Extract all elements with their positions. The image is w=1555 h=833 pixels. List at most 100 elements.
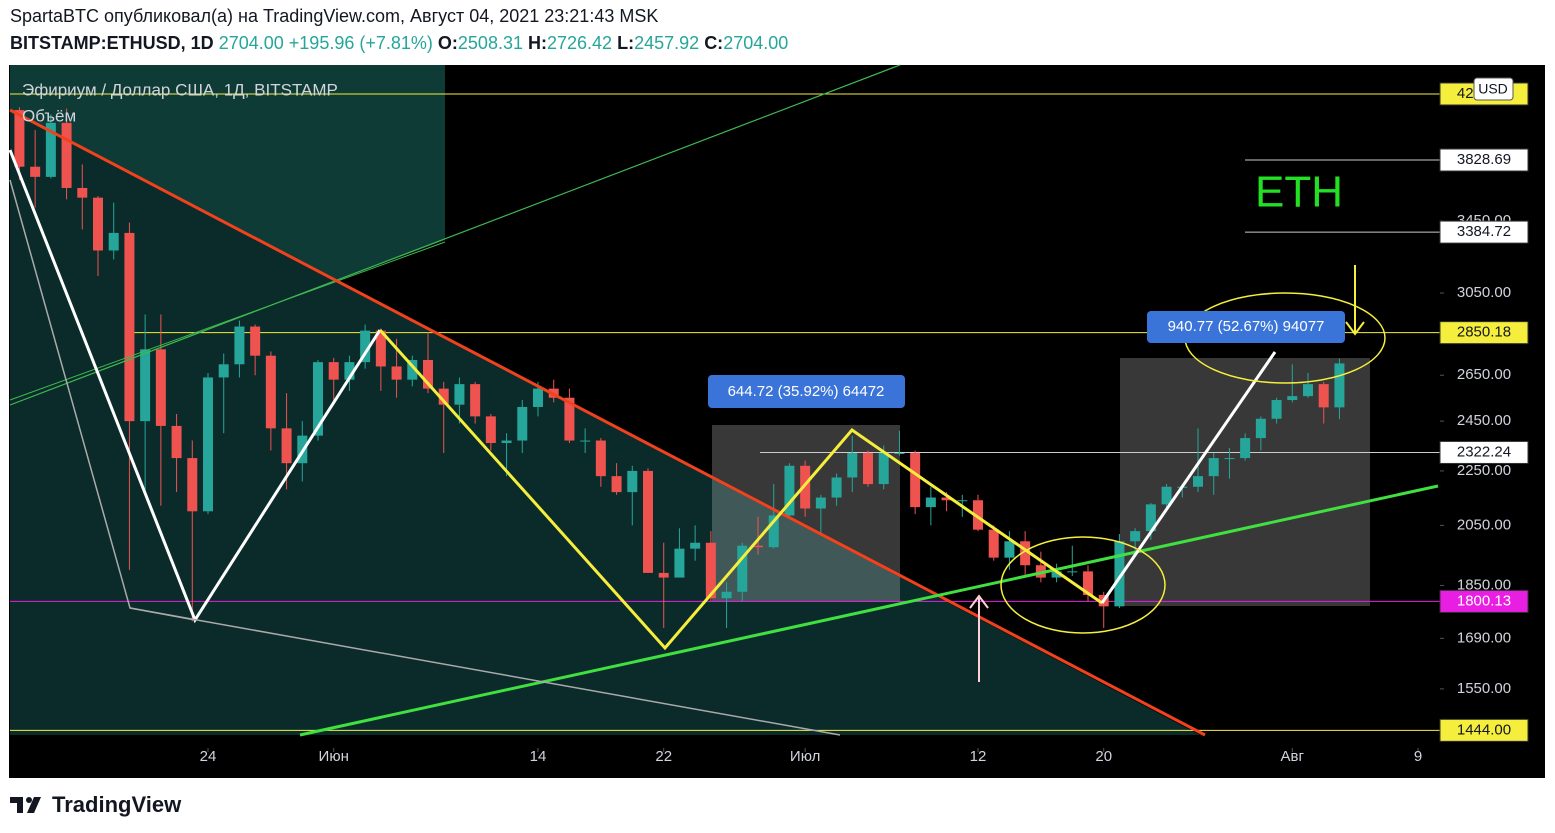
candle-body: [360, 330, 371, 363]
candle-body: [470, 384, 481, 417]
last-price: 2704.00: [218, 33, 284, 53]
low-value: 2457.92: [634, 33, 700, 53]
symbol: BITSTAMP:ETHUSD, 1D: [10, 33, 214, 53]
price-label: 2322.24: [1457, 443, 1511, 460]
channel-line: [9, 241, 446, 401]
candle-body: [1240, 438, 1251, 459]
candle-body: [1051, 571, 1062, 578]
candle-body: [281, 428, 292, 464]
y-tick-label: 2450.00: [1457, 412, 1511, 429]
zigzag: [378, 328, 1103, 651]
measure-label-bg: [708, 375, 905, 408]
wedge-line: [129, 607, 841, 736]
price-label: 3384.72: [1457, 223, 1511, 240]
price-label-bg: [1439, 148, 1529, 172]
y-tick-label: 2650.00: [1457, 366, 1511, 383]
candle-body: [941, 497, 952, 501]
arrow: [969, 594, 989, 609]
candle-body: [171, 425, 182, 459]
candle-body: [768, 515, 779, 548]
candle-body: [77, 187, 88, 198]
candle-body: [1208, 458, 1219, 477]
measure-label: 940.77 (52.67%) 94077: [1168, 318, 1325, 335]
candle-body: [878, 453, 889, 485]
candle-body: [1271, 400, 1282, 419]
candle-body: [784, 465, 795, 516]
currency: USD: [1478, 81, 1508, 97]
candle-body: [847, 453, 858, 478]
candle-body: [108, 232, 119, 251]
price-label: 2850.18: [1457, 324, 1511, 341]
candle-body: [1067, 571, 1078, 573]
candle-body: [580, 440, 591, 442]
high-value: 2726.42: [547, 33, 613, 53]
close-value: 2704.00: [723, 33, 789, 53]
candle-body: [800, 465, 811, 509]
candle-body: [595, 440, 606, 477]
candle-body: [1130, 531, 1141, 542]
candle-body: [894, 453, 905, 455]
candle-body: [910, 453, 921, 508]
candle-body: [831, 477, 842, 498]
candle-body: [203, 377, 213, 512]
candle-body: [375, 330, 386, 367]
candle-body: [344, 362, 355, 380]
logo: [10, 797, 41, 813]
candle-body: [124, 232, 135, 422]
candle-body: [627, 470, 638, 493]
candle-body: [234, 326, 245, 365]
candle-body: [1004, 541, 1015, 558]
candle-body: [988, 529, 999, 558]
candle-body: [1255, 418, 1266, 439]
footer: TradingView: [10, 792, 181, 818]
annotation: ETH: [1255, 168, 1343, 217]
y-tick-label: 1850.00: [1457, 576, 1511, 593]
y-tick-label: 2250.00: [1457, 462, 1511, 479]
candle-body: [14, 110, 25, 167]
candle-body: [1114, 541, 1125, 607]
high-label: H:: [528, 33, 547, 53]
legend-title: Эфириум / Доллар США, 1Д, BITSTAMP: [22, 80, 338, 99]
chart: Эфириум / Доллар США, 1Д, BITSTAMP Объём…: [8, 64, 1545, 778]
y-tick-label: 2050.00: [1457, 516, 1511, 533]
channel-line: [9, 64, 901, 406]
brand: TradingView: [52, 792, 182, 817]
symbol-line: BITSTAMP:ETHUSD, 1D 2704.00 +195.96 (+7.…: [10, 33, 788, 54]
legend-volume: Объём: [22, 106, 76, 125]
candle-body: [265, 355, 276, 429]
x-tick-label: Июл: [790, 748, 820, 765]
candle-body: [501, 440, 512, 444]
y-tick-label: 3050.00: [1457, 284, 1511, 301]
candle-body: [1161, 486, 1172, 505]
candle-body: [30, 166, 41, 177]
measure-label-bg: [1147, 311, 1345, 343]
arrow: [1345, 321, 1365, 336]
candle-body: [218, 364, 229, 378]
open-value: 2508.31: [457, 33, 523, 53]
currency-badge: [1473, 77, 1514, 101]
candle-body: [93, 197, 103, 251]
price-label-bg: [1439, 440, 1529, 464]
candle-body: [705, 542, 716, 599]
candle-body: [155, 349, 166, 426]
candle-body: [957, 500, 968, 502]
x-tick-label: 20: [1095, 748, 1112, 765]
candle-body: [863, 453, 873, 485]
price-label: 1800.13: [1457, 592, 1511, 609]
price-label-bg: [1439, 321, 1529, 345]
price-label-bg: [1439, 220, 1529, 244]
candle-body: [407, 359, 418, 380]
candle-body: [140, 349, 151, 422]
x-tick-label: Авг: [1281, 748, 1305, 765]
candle-body: [533, 388, 543, 407]
candle-body: [564, 397, 575, 441]
candle-body: [925, 497, 936, 508]
trend-line: [9, 108, 1206, 737]
candle-body: [517, 406, 528, 441]
candle-body: [643, 470, 653, 573]
measure-label: 644.72 (35.92%) 64472: [728, 383, 885, 400]
candle-body: [313, 362, 323, 436]
candle-body: [485, 416, 496, 444]
x-tick-label: 14: [530, 748, 547, 765]
candle-body: [658, 572, 669, 578]
